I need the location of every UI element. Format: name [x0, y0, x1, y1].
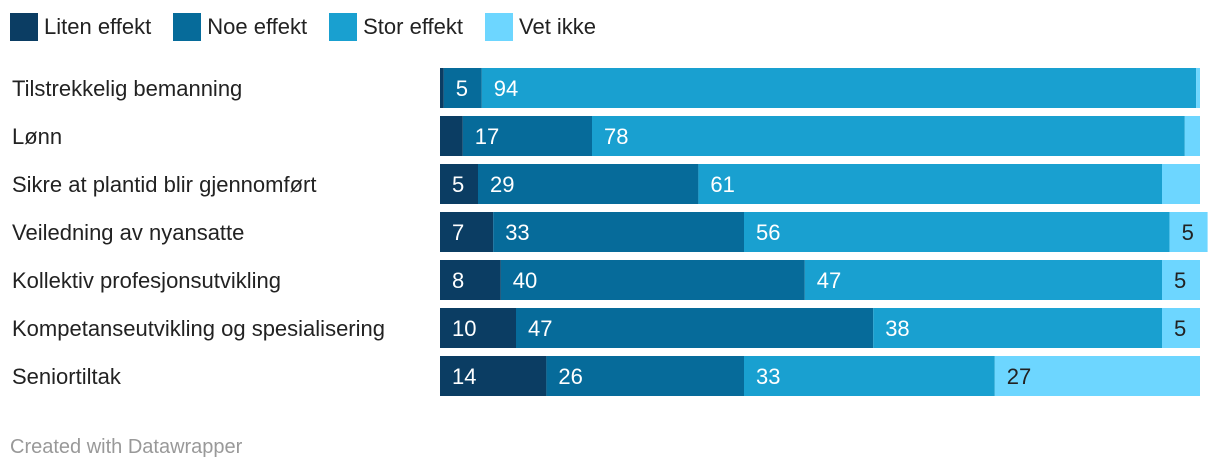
- data-label: 29: [490, 172, 514, 197]
- legend-item-stor-effekt: Stor effekt: [329, 13, 463, 41]
- bar-segment: [873, 308, 1162, 348]
- bar-segment: [440, 260, 501, 300]
- bar-segment: [516, 308, 874, 348]
- bar-row: Seniortiltak 14 26 33 27: [12, 356, 1200, 396]
- data-label: 5: [452, 172, 464, 197]
- legend-swatch: [173, 13, 202, 41]
- data-label: 47: [528, 316, 552, 341]
- bar-row: Sikre at plantid blir gjennomført 5 29 61: [12, 164, 1200, 204]
- category-label: Seniortiltak: [12, 364, 122, 389]
- data-label: 5: [456, 76, 468, 101]
- bar-segment: [478, 164, 699, 204]
- data-label: 26: [558, 364, 582, 389]
- legend-label: Stor effekt: [363, 14, 463, 39]
- data-label: 38: [885, 316, 909, 341]
- bar-segment: [1162, 164, 1200, 204]
- category-label: Veiledning av nyansatte: [12, 220, 244, 245]
- legend-item-vet-ikke: Vet ikke: [485, 13, 596, 41]
- footer-credit: Created with Datawrapper: [10, 436, 243, 458]
- bar-row: Lønn 17 78: [12, 116, 1200, 156]
- bar-segment: [500, 260, 805, 300]
- data-label: 40: [513, 268, 537, 293]
- bar-segment: [493, 212, 744, 252]
- bar-segment: [994, 356, 1200, 396]
- category-label: Kollektiv profesjonsutvikling: [12, 268, 281, 293]
- bar-segment: [1169, 212, 1208, 252]
- bar-segment: [592, 116, 1185, 156]
- bar-segment: [440, 116, 463, 156]
- bar-segment: [440, 68, 444, 108]
- data-label: 33: [505, 220, 529, 245]
- bar-segment: [804, 260, 1162, 300]
- bar-segment: [1162, 260, 1200, 300]
- legend-swatch: [329, 13, 358, 41]
- bar-row: Veiledning av nyansatte 7 33 56 5: [12, 212, 1208, 252]
- legend-swatch: [485, 13, 513, 41]
- legend-label: Noe effekt: [207, 14, 308, 39]
- data-label: 14: [452, 364, 476, 389]
- bar-segment: [462, 116, 592, 156]
- legend-item-noe-effekt: Noe effekt: [173, 13, 307, 41]
- bar-segment: [1162, 308, 1200, 348]
- bar-row: Kollektiv profesjonsutvikling 8 40 47 5: [12, 260, 1200, 300]
- bar-row: Kompetanseutvikling og spesialisering 10 4…: [12, 308, 1200, 348]
- legend-label: Vet ikke: [519, 14, 597, 39]
- bar-segment: [744, 356, 995, 396]
- data-label: 5: [1174, 268, 1186, 293]
- data-label: 94: [494, 76, 518, 101]
- bar-row: Tilstrekkelig bemanning 5 94: [12, 68, 1200, 108]
- category-label: Kompetanseutvikling og spesialisering: [12, 316, 385, 341]
- data-label: 17: [475, 124, 499, 149]
- legend-swatch: [10, 13, 38, 41]
- data-label: 7: [452, 220, 464, 245]
- data-label: 8: [452, 268, 464, 293]
- data-label: 5: [1174, 316, 1186, 341]
- legend-item-liten-effekt: Liten effekt: [10, 13, 151, 41]
- bar-segment: [440, 308, 516, 348]
- data-label: 56: [756, 220, 780, 245]
- bar-segment: [546, 356, 744, 396]
- data-label: 78: [604, 124, 628, 149]
- bar-segment: [1196, 68, 1200, 108]
- bar-segment: [440, 164, 478, 204]
- bar-segment: [443, 68, 482, 108]
- data-label: 61: [710, 172, 734, 197]
- data-label: 33: [756, 364, 780, 389]
- bar-segment: [440, 356, 547, 396]
- data-label: 27: [1007, 364, 1031, 389]
- category-label: Tilstrekkelig bemanning: [12, 76, 242, 101]
- category-label: Sikre at plantid blir gjennomført: [12, 172, 316, 197]
- bar-segment: [1184, 116, 1200, 156]
- legend: Liten effekt Noe effekt Stor effekt Vet …: [10, 10, 618, 44]
- data-label: 10: [452, 316, 476, 341]
- bar-segment: [481, 68, 1197, 108]
- data-label: 5: [1182, 220, 1194, 245]
- bar-segment: [744, 212, 1170, 252]
- data-label: 47: [817, 268, 841, 293]
- bar-segment: [698, 164, 1162, 204]
- legend-label: Liten effekt: [44, 14, 152, 39]
- bar-segment: [440, 212, 494, 252]
- category-label: Lønn: [12, 124, 62, 149]
